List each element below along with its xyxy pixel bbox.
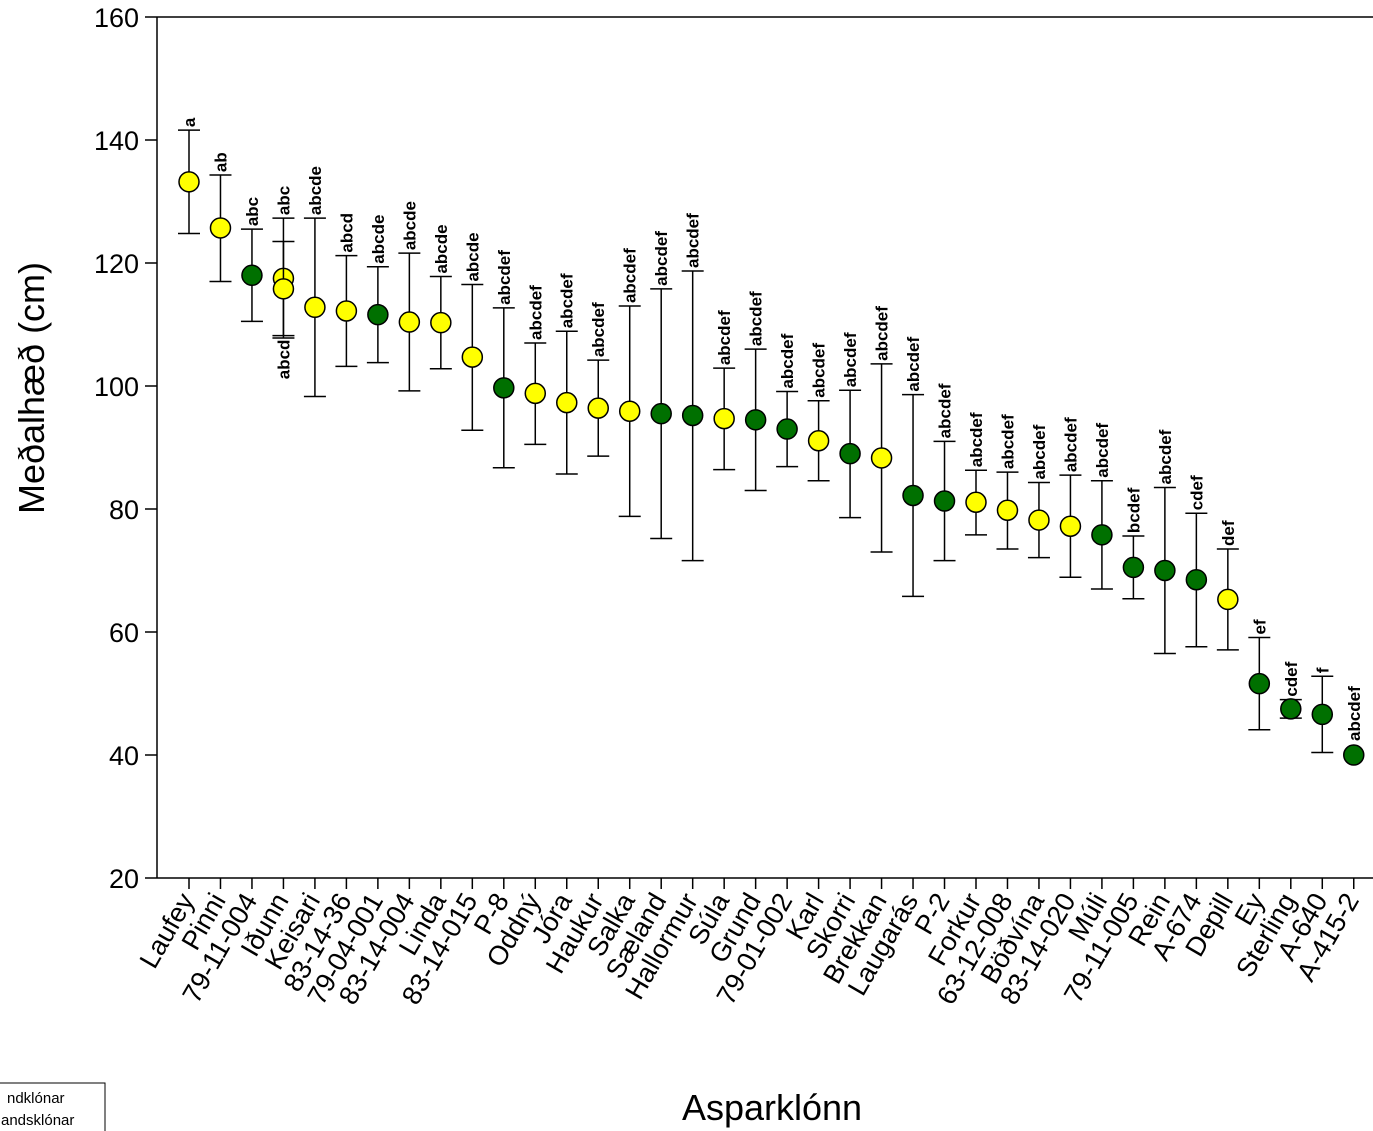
significance-label: abcdef [936,383,955,438]
data-point [839,442,861,465]
data-point [744,409,767,431]
y-axis: 20 40 60 80 100 120 140 160 [94,3,157,894]
data-point [618,400,641,422]
data-point [1154,559,1176,582]
data-point [713,407,735,430]
data-point [870,447,893,469]
plot-frame [156,16,1373,879]
data-point [1059,515,1082,537]
significance-label: abcdef [1030,424,1049,479]
significance-label: abcdef [967,412,986,467]
data-point [587,397,609,419]
y-tick-label: 120 [94,249,139,279]
data-point [209,217,232,239]
significance-label: abcde [432,224,451,273]
data-point [1185,568,1208,591]
significance-label: abcdef [1061,417,1080,472]
data-point [1217,588,1239,611]
significance-label: abcdef [589,302,608,357]
significance-label: abcdef [904,336,923,391]
y-tick-label: 100 [94,372,139,402]
data-point [272,278,295,300]
data-point [1122,556,1145,579]
data-point [461,346,484,368]
data-marks: a ab abc abc abcd abcde abcd abcde abcde abcde abc… [178,117,1365,766]
significance-label: abcdef [715,310,734,365]
y-axis-title: Meðalhæð (cm) [11,262,52,514]
data-point [1091,524,1113,546]
data-point [524,382,547,405]
y-tick-label: 160 [94,3,139,33]
significance-label: a [180,117,199,127]
significance-label: abcd [337,213,356,253]
data-point [241,264,263,287]
significance-label: bcdef [1124,487,1143,533]
data-point [1311,703,1334,726]
significance-label: abcdef [526,285,545,340]
data-point [776,418,798,440]
y-tick-label: 60 [109,618,139,648]
significance-label: abcdef [873,306,892,361]
y-tick-label: 40 [109,741,139,771]
significance-label: abcdef [1345,686,1364,741]
significance-label: abcdef [1093,423,1112,478]
significance-label: abc [243,197,262,226]
legend: ndklónar andsklónar [0,1082,106,1131]
legend-label-yellow: ndklónar [7,1090,65,1107]
significance-label: cdef [1187,475,1206,510]
data-point [1028,509,1050,531]
legend-label-green: andsklónar [1,1112,74,1129]
data-point [335,300,358,322]
significance-label: abcdef [778,333,797,388]
data-point [430,311,452,334]
data-point [933,490,956,512]
significance-label: abcde [306,166,325,215]
significance-label: abcde [400,201,419,250]
significance-label: abcdef [998,414,1017,469]
significance-label: abcdef [558,273,577,328]
significance-label: f [1313,667,1332,673]
x-axis-title: Asparklónn [682,1087,862,1128]
significance-label: abc [274,186,293,215]
data-point [650,402,672,425]
data-point [902,484,924,507]
data-point [965,491,987,513]
significance-label: abcdef [841,332,860,387]
data-point [493,377,515,399]
data-point [1248,672,1271,695]
data-point [681,404,704,427]
data-point [367,303,389,326]
significance-label: abcde [369,215,388,264]
data-point [398,311,421,333]
significance-label: abcdef [621,248,640,303]
significance-label: ab [211,152,230,172]
significance-label: abcdef [495,250,514,305]
significance-label: def [1219,520,1238,546]
significance-label: ef [1250,619,1269,634]
y-tick-label: 20 [109,864,139,894]
data-point [1280,698,1302,720]
significance-label: abcdef [684,213,703,268]
data-point [556,391,578,414]
data-point [1343,744,1365,766]
significance-label: abcdef [810,343,829,398]
significance-label: abcdef [1156,429,1175,484]
significance-label: abcdef [747,291,766,346]
x-axis: LaufeyPinni79-11-004IðunnKeisari83-14-36… [134,878,1365,1010]
data-point [996,499,1019,521]
significance-label: abcd [274,340,293,380]
y-tick-label: 140 [94,126,139,156]
significance-label: abcdef [652,231,671,286]
legend-box [0,1082,106,1131]
data-point [807,429,830,452]
data-point [178,171,200,193]
data-point [304,296,326,319]
y-tick-label: 80 [109,495,139,525]
significance-label: abcde [463,232,482,281]
significance-label: cdef [1282,661,1301,696]
